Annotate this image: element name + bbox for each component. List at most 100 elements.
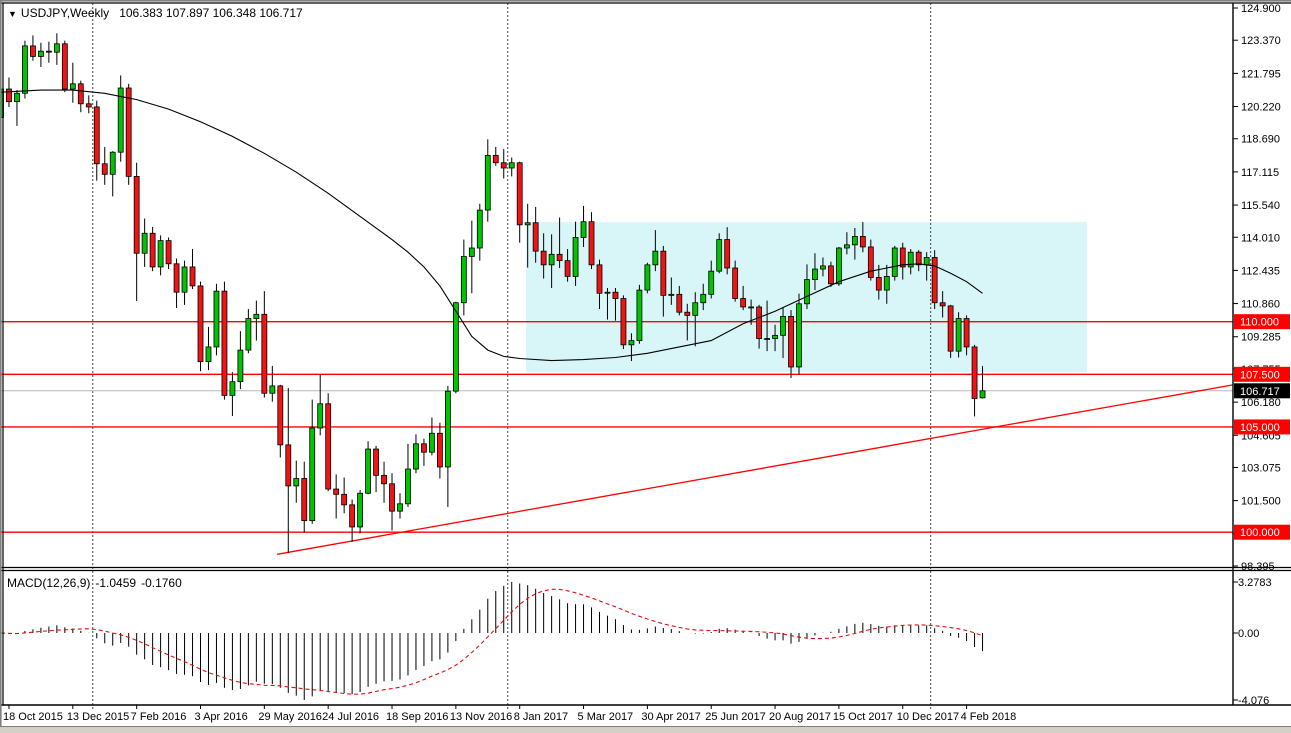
candle-body: [205, 346, 212, 363]
candle-body: [381, 474, 387, 485]
candle-body: [604, 291, 611, 294]
candle-body: [389, 483, 395, 512]
candle-body: [836, 247, 842, 285]
candle-body: [668, 293, 675, 296]
price-axis-label: 112.435: [1241, 265, 1280, 277]
candles-group[interactable]: [0, 33, 986, 553]
candle-body: [780, 316, 786, 336]
level-price-badge-bg: [1234, 524, 1290, 540]
level-price-badge: 110.000: [1240, 317, 1279, 329]
candle-body: [101, 163, 108, 175]
candle-body: [788, 316, 794, 368]
moving-average-line: [0, 89, 983, 362]
candle-body: [971, 346, 978, 399]
candle-body: [6, 88, 12, 103]
candle-body: [572, 237, 579, 277]
candle-body: [939, 302, 946, 307]
candle-body: [229, 381, 236, 396]
time-axis-label: 29 May 2016: [258, 711, 322, 723]
candle-body: [261, 313, 268, 394]
candle-body: [165, 240, 172, 265]
candle-body: [277, 385, 284, 446]
candle-body: [700, 293, 707, 304]
candle-body: [22, 45, 28, 94]
candle-body: [828, 265, 834, 285]
candle-body: [133, 176, 140, 254]
candle-body: [979, 390, 986, 399]
candle-body: [53, 43, 60, 53]
candle-body: [293, 478, 300, 487]
candle-body: [804, 279, 810, 305]
candle-body: [724, 239, 731, 269]
candle-body: [173, 263, 180, 293]
time-axis-label: 13 Nov 2016: [450, 711, 512, 723]
time-axis-label: 10 Dec 2017: [897, 711, 959, 723]
candle-body: [508, 162, 515, 169]
time-axis-label: 8 Jan 2017: [514, 711, 568, 723]
candle-body: [460, 256, 467, 304]
candle-body: [588, 221, 595, 266]
ohlc-readout: 106.383 107.897 106.348 106.717: [119, 6, 303, 20]
candle-body: [77, 83, 84, 105]
time-axis-label: 18 Sep 2016: [386, 711, 448, 723]
candle-body: [341, 493, 348, 506]
price-axis-label: 123.370: [1241, 35, 1281, 47]
candle-body: [660, 250, 667, 296]
time-axis-label: 15 Oct 2017: [833, 711, 893, 723]
time-axis-label: 13 Dec 2015: [67, 711, 129, 723]
candle-body: [317, 403, 324, 429]
price-axis-label: 120.220: [1241, 102, 1281, 114]
main-price-pane[interactable]: [0, 3, 1234, 710]
candle-body: [564, 260, 571, 277]
candle-body: [452, 302, 459, 392]
macd-scale-label: 0.00: [1238, 628, 1259, 640]
window-bottom-strip: [0, 727, 1291, 733]
candle-body: [875, 277, 882, 291]
candle-body: [69, 83, 76, 90]
price-axis-label: 106.180: [1241, 397, 1281, 409]
candle-body: [61, 43, 68, 90]
candle-body: [253, 313, 260, 319]
candle-body: [125, 87, 132, 177]
candle-body: [285, 444, 292, 487]
candle-body: [708, 270, 715, 295]
candle-body: [109, 151, 116, 175]
time-axis-label: 7 Feb 2016: [131, 711, 187, 723]
candle-body: [189, 266, 196, 287]
candle-body: [524, 222, 531, 226]
time-axis-label: 4 Feb 2018: [961, 711, 1017, 723]
level-price-badge-bg: [1234, 314, 1290, 330]
candle-body: [732, 267, 739, 299]
price-axis-label: 110.860: [1241, 299, 1280, 311]
candle-body: [157, 240, 164, 268]
macd-signal-value: -0.1760: [141, 576, 182, 590]
price-axis-label: 118.690: [1241, 134, 1280, 146]
indicator-collapse-icon[interactable]: ▼: [8, 9, 17, 19]
candle-body: [859, 236, 866, 248]
candle-body: [748, 306, 755, 309]
candle-body: [38, 50, 44, 57]
candle-body: [85, 103, 92, 108]
time-axis-label: 18 Oct 2015: [3, 711, 63, 723]
candle-body: [141, 232, 148, 254]
candle-body: [444, 390, 451, 468]
candle-body: [516, 162, 523, 226]
candle-body: [883, 276, 890, 291]
candle-body: [556, 253, 563, 262]
candle-body: [500, 162, 507, 169]
candle-body: [476, 209, 483, 249]
candle-body: [365, 448, 371, 494]
macd-pane[interactable]: [0, 582, 984, 700]
candle-body: [596, 264, 603, 294]
candle-body: [692, 302, 699, 316]
candle-body: [237, 349, 244, 383]
price-axis-label: 114.010: [1241, 232, 1280, 244]
candle-body: [269, 385, 276, 394]
candle-body: [429, 432, 435, 453]
candle-body: [436, 432, 443, 468]
candle-body: [548, 253, 555, 266]
candle-body: [45, 50, 52, 53]
candle-body: [963, 318, 970, 348]
price-axis-label: 117.115: [1241, 167, 1279, 179]
